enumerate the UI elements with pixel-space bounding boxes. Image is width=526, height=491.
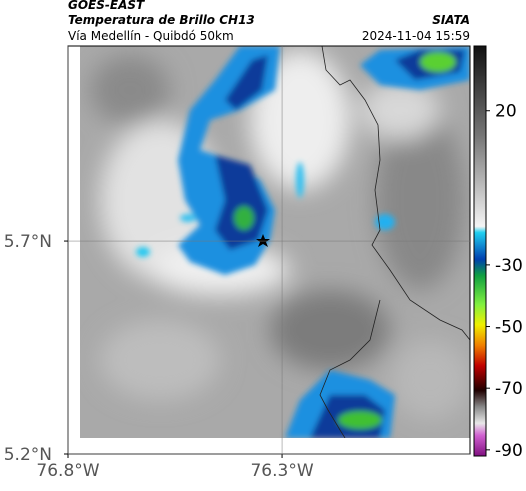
subtitle: Vía Medellín - Quibdó 50km [68,29,234,43]
colorbar [473,45,487,457]
colorbar-tick-label: -50 [495,318,523,338]
timestamp: 2024-11-04 15:59 [362,29,470,43]
satellite-image [80,46,470,438]
y-tick-label: 5.7°N [4,232,52,252]
location-marker [256,234,270,247]
y-tick-label: 5.2°N [4,445,52,465]
colorbar-tick-label: -90 [495,441,523,461]
colorbar-tick-label: -30 [495,256,523,276]
colorbar-tick-label: 20 [495,102,517,122]
title: Temperatura de Brillo CH13 [68,13,255,27]
x-tick-label: 76.8°W [36,461,99,481]
colorbar-tick-label: -70 [495,379,523,399]
source: GOES-EAST [68,0,145,12]
org: SIATA [432,13,470,27]
x-tick-label: 76.3°W [250,461,313,481]
